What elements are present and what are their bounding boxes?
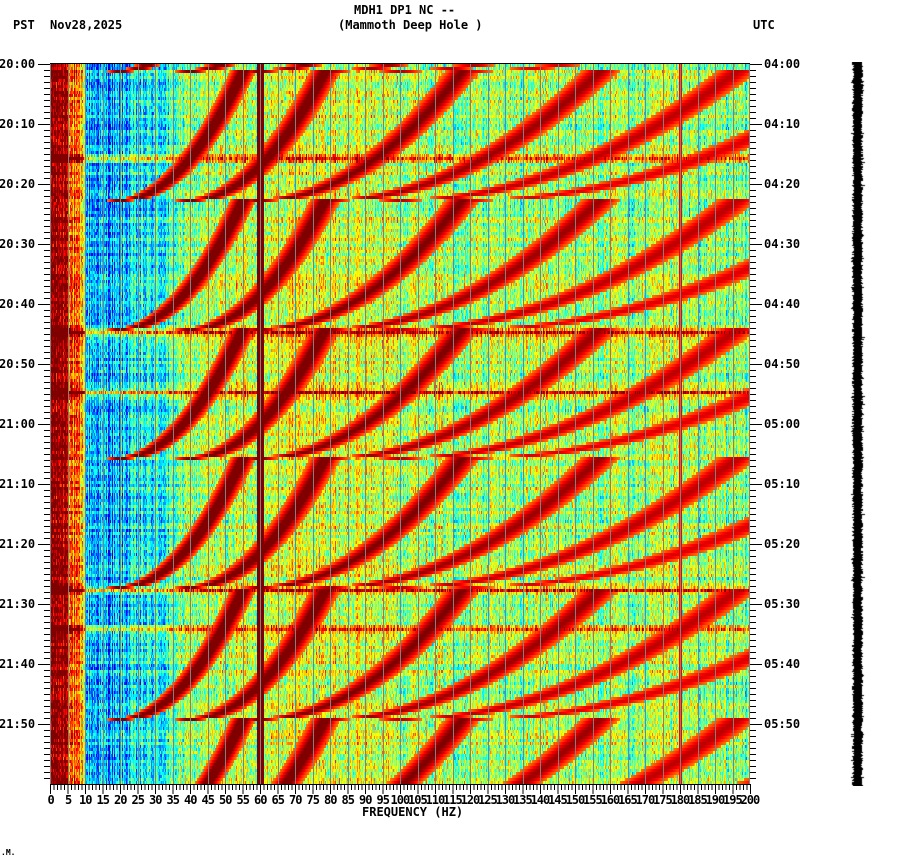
frequency-label: 30 <box>149 793 162 807</box>
left-time-label: 20:10 <box>0 117 36 131</box>
seismogram-trace <box>848 62 868 786</box>
right-time-label: 04:40 <box>764 297 801 311</box>
frequency-label: 85 <box>341 793 355 807</box>
left-time-label: 21:30 <box>0 597 36 611</box>
right-time-label: 04:00 <box>764 57 801 71</box>
frequency-label: 0 <box>47 793 55 807</box>
corner-mark: .M. <box>1 848 16 857</box>
left-time-label: 20:50 <box>0 357 36 371</box>
frequency-label: 165 <box>618 793 638 807</box>
frequency-label: 130 <box>495 793 516 807</box>
frequency-label: 55 <box>236 793 250 807</box>
left-time-label: 21:50 <box>0 717 36 731</box>
frequency-label: 35 <box>166 793 180 807</box>
frequency-label: 135 <box>513 793 533 807</box>
frequency-label: 150 <box>565 793 586 807</box>
left-time-label: 20:40 <box>0 297 36 311</box>
left-time-label: 20:20 <box>0 177 36 191</box>
right-time-label: 04:30 <box>764 237 801 251</box>
left-timezone-label: PST <box>13 18 35 32</box>
frequency-label: 180 <box>670 793 691 807</box>
frequency-label: 75 <box>306 793 320 807</box>
frequency-label: 60 <box>254 793 267 807</box>
left-time-label: 21:40 <box>0 657 36 671</box>
frequency-label: 45 <box>201 793 215 807</box>
frequency-label: 15 <box>96 793 110 807</box>
frequency-label: 90 <box>359 793 372 807</box>
left-time-label: 20:30 <box>0 237 36 251</box>
frequency-label: 110 <box>425 793 446 807</box>
frequency-label: 195 <box>723 793 743 807</box>
frequency-label: 175 <box>653 793 673 807</box>
right-time-label: 04:50 <box>764 357 801 371</box>
frequency-label: 160 <box>600 793 621 807</box>
frequency-label: 5 <box>65 793 72 807</box>
frequency-label: 100 <box>390 793 411 807</box>
x-axis-title: FREQUENCY (HZ) <box>362 805 464 819</box>
left-time-label: 21:10 <box>0 477 36 491</box>
left-time-label: 21:20 <box>0 537 36 551</box>
frequency-label: 185 <box>688 793 708 807</box>
frequency-label: 25 <box>131 793 145 807</box>
frequency-label: 40 <box>184 793 197 807</box>
right-time-label: 04:20 <box>764 177 801 191</box>
left-time-label: 21:00 <box>0 417 36 431</box>
frequency-label: 170 <box>635 793 656 807</box>
frequency-label: 145 <box>548 793 568 807</box>
frequency-label: 80 <box>324 793 337 807</box>
frequency-label: 65 <box>271 793 285 807</box>
frequency-label: 50 <box>219 793 232 807</box>
spectrogram-plot <box>50 64 750 784</box>
station-title: MDH1 DP1 NC -- <box>354 3 456 17</box>
right-time-label: 05:30 <box>764 597 801 611</box>
right-time-label: 05:50 <box>764 717 801 731</box>
frequency-label: 20 <box>114 793 127 807</box>
frequency-label: 115 <box>443 793 463 807</box>
right-time-label: 05:00 <box>764 417 801 431</box>
frequency-label: 125 <box>478 793 498 807</box>
frequency-label: 10 <box>79 793 92 807</box>
right-time-label: 05:10 <box>764 477 801 491</box>
right-time-label: 05:20 <box>764 537 801 551</box>
frequency-label: 190 <box>705 793 726 807</box>
frequency-label: 140 <box>530 793 551 807</box>
date-label: Nov28,2025 <box>50 18 123 32</box>
frequency-label: 70 <box>289 793 302 807</box>
frequency-label: 95 <box>376 793 390 807</box>
right-time-label: 04:10 <box>764 117 801 131</box>
right-timezone-label: UTC <box>753 18 775 32</box>
frequency-label: 120 <box>460 793 481 807</box>
right-time-label: 05:40 <box>764 657 801 671</box>
station-location: (Mammoth Deep Hole ) <box>338 18 483 32</box>
frequency-label: 105 <box>408 793 428 807</box>
left-time-label: 20:00 <box>0 57 36 71</box>
frequency-label: 200 <box>740 793 761 807</box>
frequency-label: 155 <box>583 793 603 807</box>
